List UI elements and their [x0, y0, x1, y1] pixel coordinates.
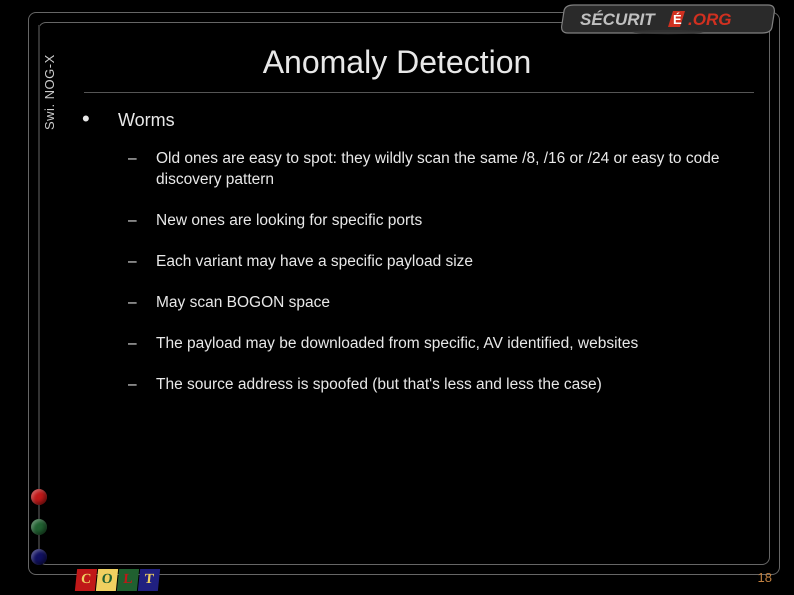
- dash-icon: –: [128, 375, 156, 396]
- bullet-text: The payload may be downloaded from speci…: [156, 334, 754, 355]
- brand-logo: SÉCURIT É .ORG: [556, 4, 776, 34]
- dot-red: [31, 489, 47, 505]
- bullet-text: The source address is spoofed (but that'…: [156, 375, 754, 396]
- heading-text: Worms: [118, 110, 175, 131]
- colt-l: L: [117, 569, 139, 591]
- colt-logo: C O L T: [76, 569, 159, 591]
- content-area: • Worms – Old ones are easy to spot: the…: [80, 110, 754, 415]
- dash-icon: –: [128, 211, 156, 232]
- bullet-dot: •: [80, 110, 118, 131]
- colt-t: T: [138, 569, 160, 591]
- dash-icon: –: [128, 293, 156, 314]
- bullet-item: – Each variant may have a specific paylo…: [80, 252, 754, 273]
- dot-green: [31, 519, 47, 535]
- svg-text:É: É: [673, 12, 682, 27]
- dash-icon: –: [128, 252, 156, 273]
- dash-icon: –: [128, 334, 156, 355]
- bullet-item: – The payload may be downloaded from spe…: [80, 334, 754, 355]
- bullet-text: New ones are looking for specific ports: [156, 211, 754, 232]
- title-underline: [84, 92, 754, 93]
- dot-blue: [31, 549, 47, 565]
- bullet-text: Each variant may have a specific payload…: [156, 252, 754, 273]
- slide: Swi. NOG-X SÉCURIT É .ORG Anomaly Detect…: [0, 0, 794, 595]
- svg-text:.ORG: .ORG: [688, 10, 731, 29]
- svg-text:SÉCURIT: SÉCURIT: [580, 10, 656, 29]
- page-number: 18: [758, 570, 772, 585]
- bullet-text: Old ones are easy to spot: they wildly s…: [156, 149, 754, 191]
- dash-icon: –: [128, 149, 156, 191]
- colt-c: C: [75, 569, 97, 591]
- bullet-item: – May scan BOGON space: [80, 293, 754, 314]
- bullet-item: – Old ones are easy to spot: they wildly…: [80, 149, 754, 191]
- page-title: Anomaly Detection: [0, 44, 794, 81]
- heading-worms: • Worms: [80, 110, 754, 131]
- securite-org-logo-svg: SÉCURIT É .ORG: [556, 2, 776, 36]
- bullet-text: May scan BOGON space: [156, 293, 754, 314]
- bullet-item: – The source address is spoofed (but tha…: [80, 375, 754, 396]
- bullet-item: – New ones are looking for specific port…: [80, 211, 754, 232]
- dots-line: [38, 25, 40, 565]
- colt-o: O: [96, 569, 118, 591]
